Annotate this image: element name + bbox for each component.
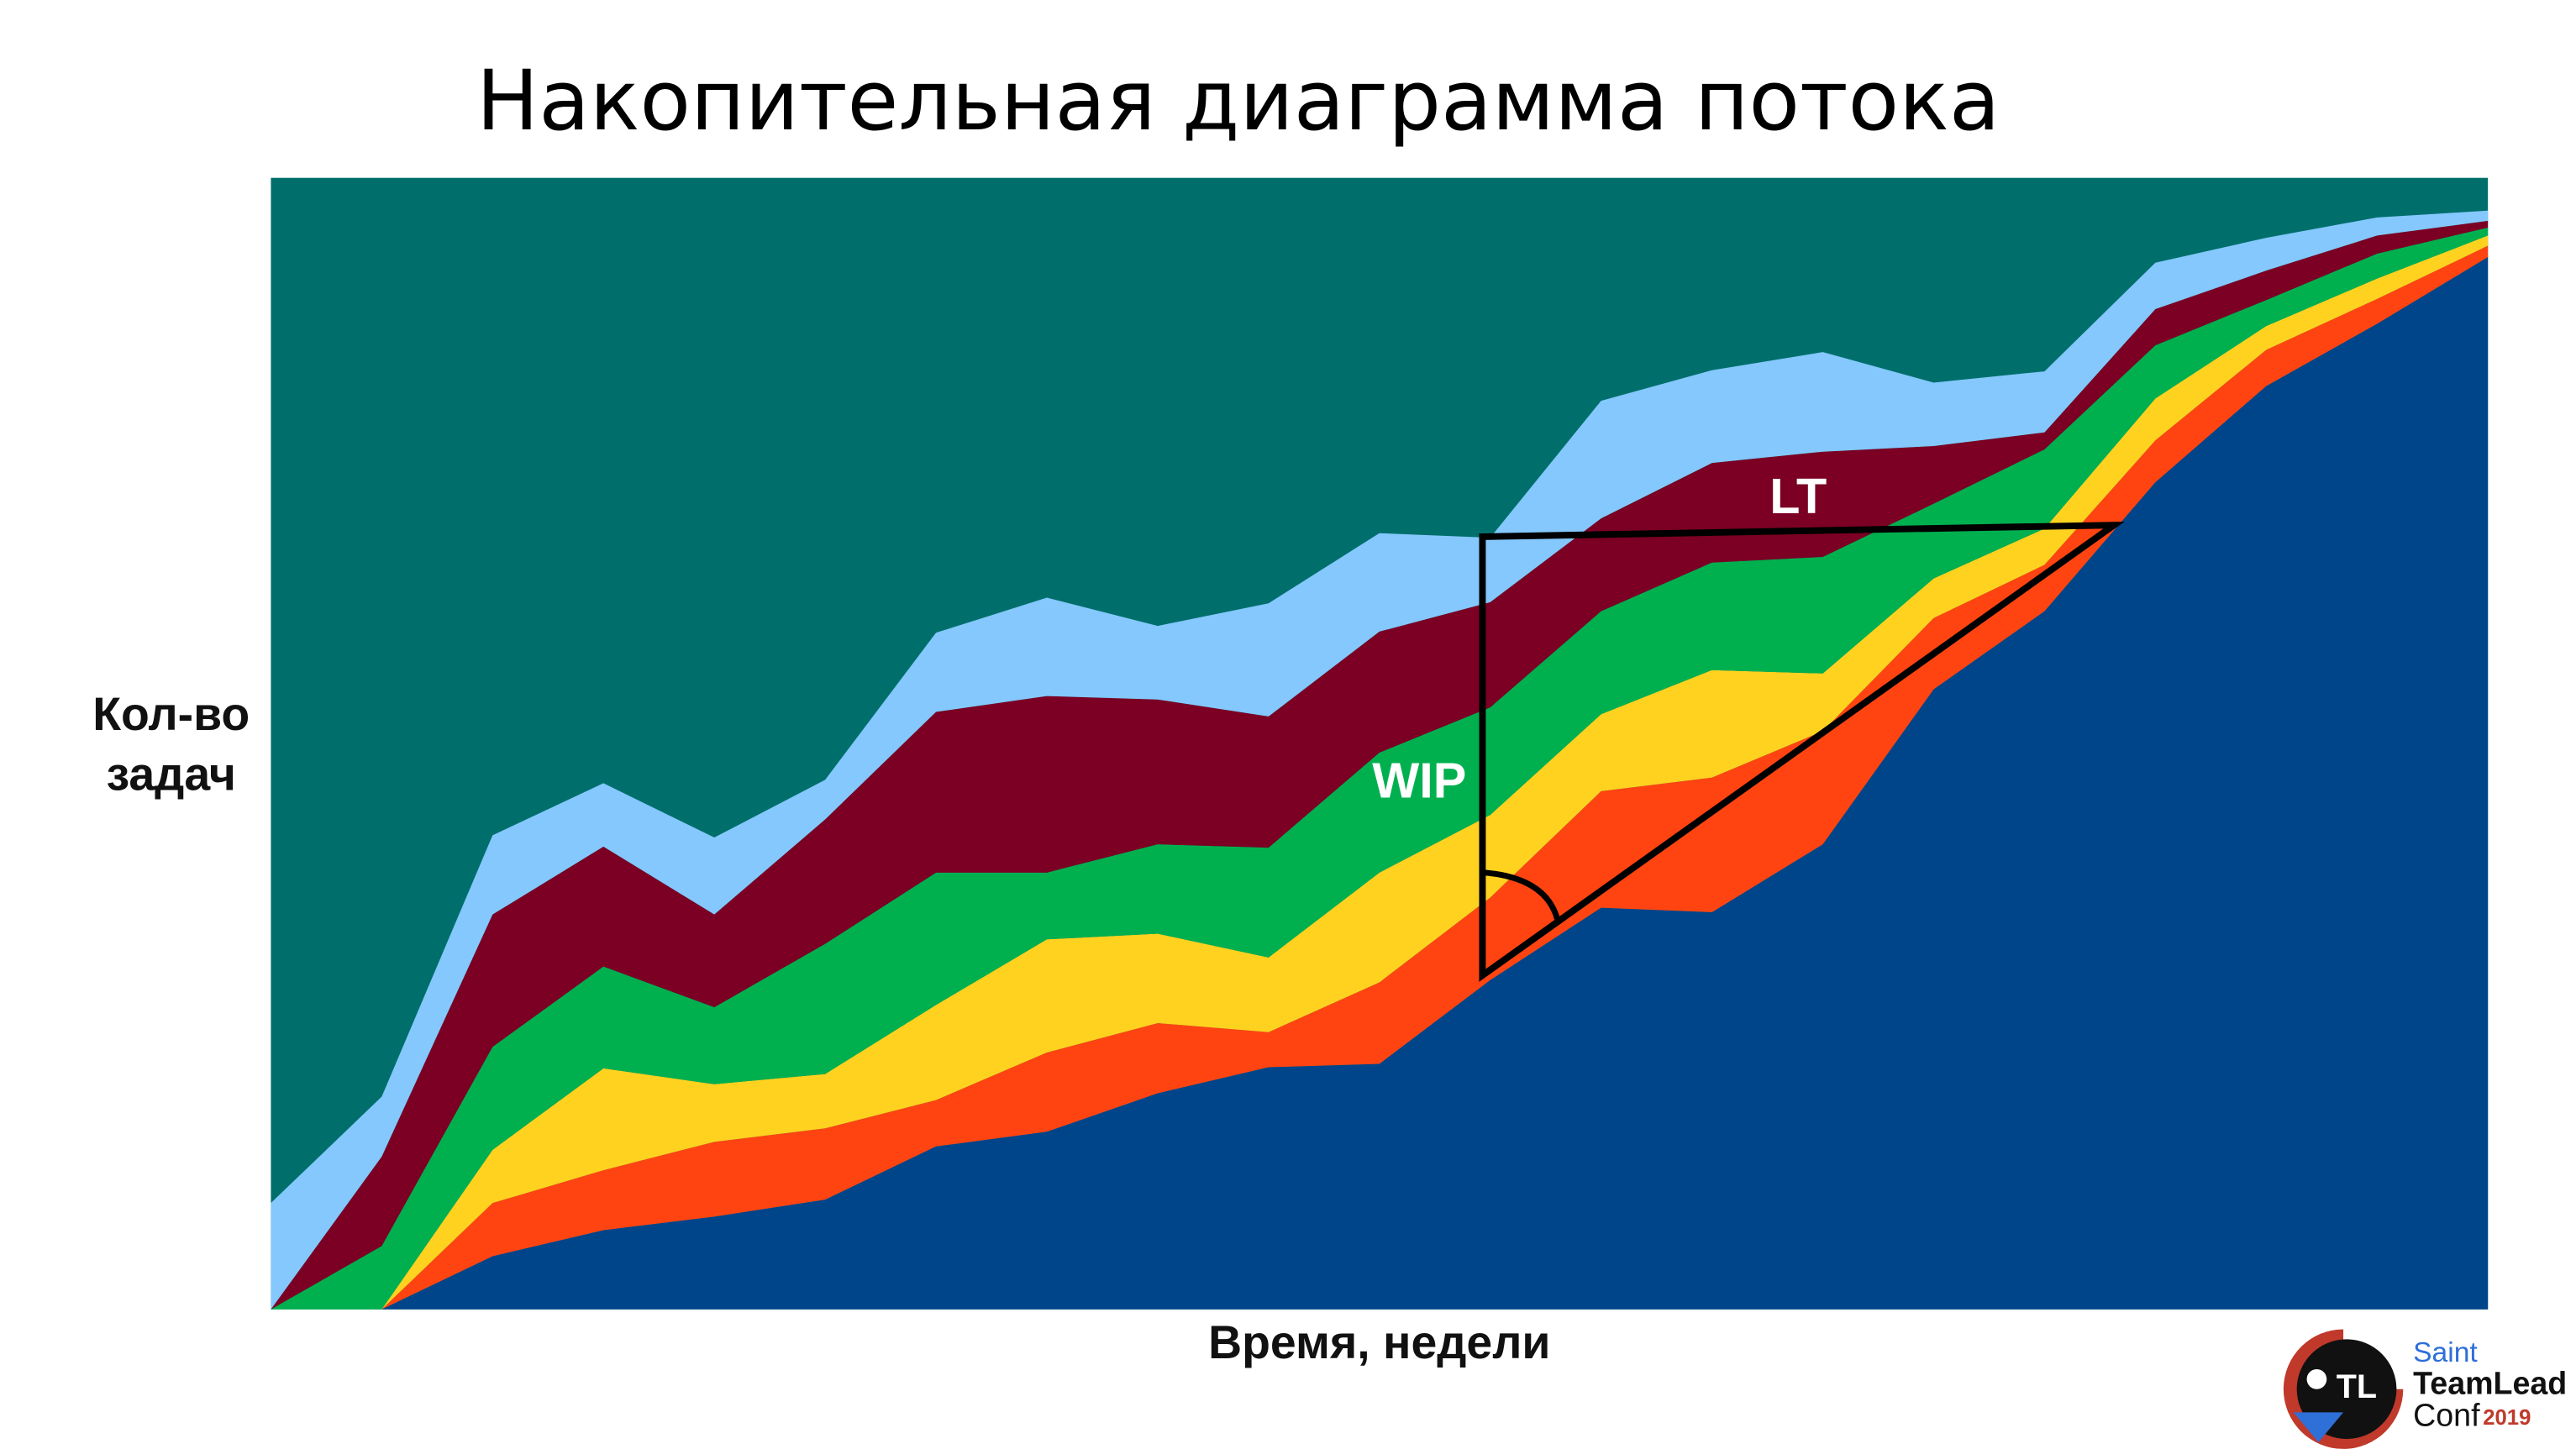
area [271,227,2489,1310]
lt-wip-triangle [1479,521,2125,982]
annotation-lt: LT [1769,468,1827,524]
area [271,245,2489,1310]
area [271,235,2489,1310]
logo-shape [2306,1368,2327,1389]
logo-text: TeamLead [2413,1366,2567,1401]
logo-text: 2019 [2483,1406,2531,1430]
logo-text: Conf [2413,1397,2480,1432]
angle-arc [1482,869,1560,920]
annotation-wip: WIP [1372,752,1466,808]
annotation-shapes [1479,521,2125,982]
chart-title: Накопительная диаграмма потока [476,53,2000,150]
areas [271,210,2489,1310]
area [271,257,2489,1310]
logo-text: Saint [2413,1337,2478,1368]
logo-shape [2293,1412,2344,1443]
y-axis-label: задач [107,748,236,800]
x-axis-label: Время, недели [1208,1316,1550,1368]
logo: TL Saint TeamLead Conf 2019 [2283,1329,2567,1449]
y-axis-label: Кол-во [92,688,250,740]
logo-mark: TL [2337,1368,2377,1405]
area [271,220,2489,1310]
